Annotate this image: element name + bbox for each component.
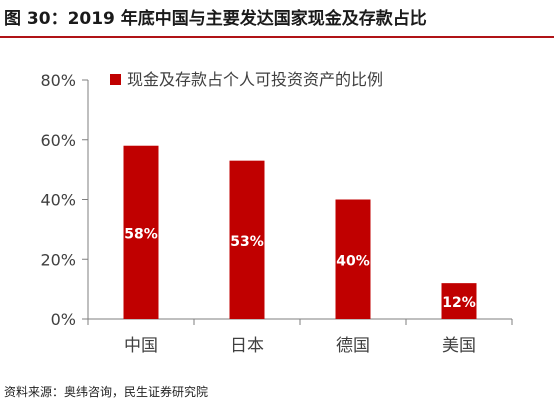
data-label: 58%	[124, 226, 158, 242]
bar	[123, 145, 159, 319]
legend-swatch	[110, 74, 121, 85]
x-tick-label: 日本	[230, 336, 264, 356]
data-label: 12%	[442, 295, 476, 311]
bar-series: 58% 53% 40% 12%	[123, 145, 477, 319]
y-tick-label: 20%	[40, 250, 76, 269]
title-divider	[0, 36, 554, 38]
x-tick-label: 中国	[124, 336, 158, 356]
source-note: 资料来源：奥纬咨询，民生证券研究院	[4, 385, 209, 399]
x-tick-label: 美国	[442, 336, 476, 356]
data-label: 53%	[230, 234, 264, 250]
bar	[441, 283, 477, 319]
y-tick-label: 80%	[40, 71, 76, 90]
chart-title: 图 30：2019 年底中国与主要发达国家现金及存款占比	[4, 9, 427, 29]
bar	[335, 199, 371, 319]
y-tick-label: 60%	[40, 131, 76, 150]
bar	[229, 160, 265, 319]
x-axis: 中国 日本 德国 美国	[87, 318, 513, 356]
y-tick-label: 0%	[51, 310, 76, 329]
data-label: 40%	[336, 253, 370, 269]
x-tick-label: 德国	[336, 336, 370, 356]
y-tick-label: 40%	[40, 191, 76, 210]
y-axis: 0% 20% 40% 60% 80%	[40, 71, 89, 329]
bar-chart: 0% 20% 40% 60% 80% 中国 日本 德国 美国 58% 53% 40% 12% 现金及…	[40, 70, 513, 356]
legend: 现金及存款占个人可投资资产的比例	[110, 70, 383, 89]
legend-label: 现金及存款占个人可投资资产的比例	[127, 70, 383, 89]
